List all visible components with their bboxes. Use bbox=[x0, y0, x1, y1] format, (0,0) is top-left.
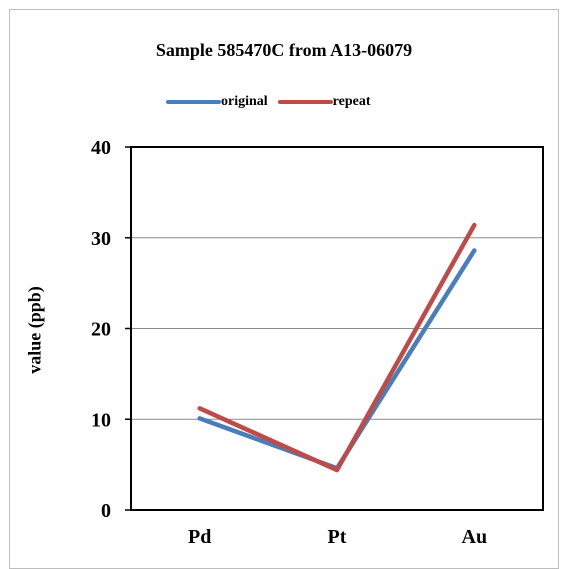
legend-swatch-repeat bbox=[277, 100, 333, 104]
y-tick-label: 30 bbox=[91, 228, 111, 250]
x-tick-label-pd: Pd bbox=[188, 526, 211, 548]
legend-swatch-original bbox=[166, 100, 221, 104]
legend-label-repeat: repeat bbox=[332, 94, 371, 109]
gridlines bbox=[131, 237, 543, 420]
y-tick-label: 40 bbox=[91, 137, 111, 159]
y-tick-label: 20 bbox=[91, 319, 111, 341]
series-lines bbox=[197, 222, 477, 473]
x-tick-label-au: Au bbox=[462, 526, 488, 548]
series-line-repeat bbox=[197, 222, 477, 473]
legend-item-original: original bbox=[166, 94, 268, 110]
y-tick-label: 0 bbox=[101, 500, 111, 522]
legend: original repeat bbox=[166, 92, 381, 112]
legend-item-repeat: repeat bbox=[277, 94, 371, 110]
x-tick-labels: Pd Pt Au bbox=[188, 526, 487, 548]
y-tick-label: 10 bbox=[91, 409, 111, 431]
y-tick-labels: 0 10 20 30 40 bbox=[91, 137, 131, 522]
series-line-original bbox=[197, 248, 477, 471]
legend-label-original: original bbox=[221, 94, 268, 109]
x-tick-label-pt: Pt bbox=[328, 526, 347, 548]
chart-title: Sample 585470C from A13-06079 bbox=[155, 40, 413, 60]
